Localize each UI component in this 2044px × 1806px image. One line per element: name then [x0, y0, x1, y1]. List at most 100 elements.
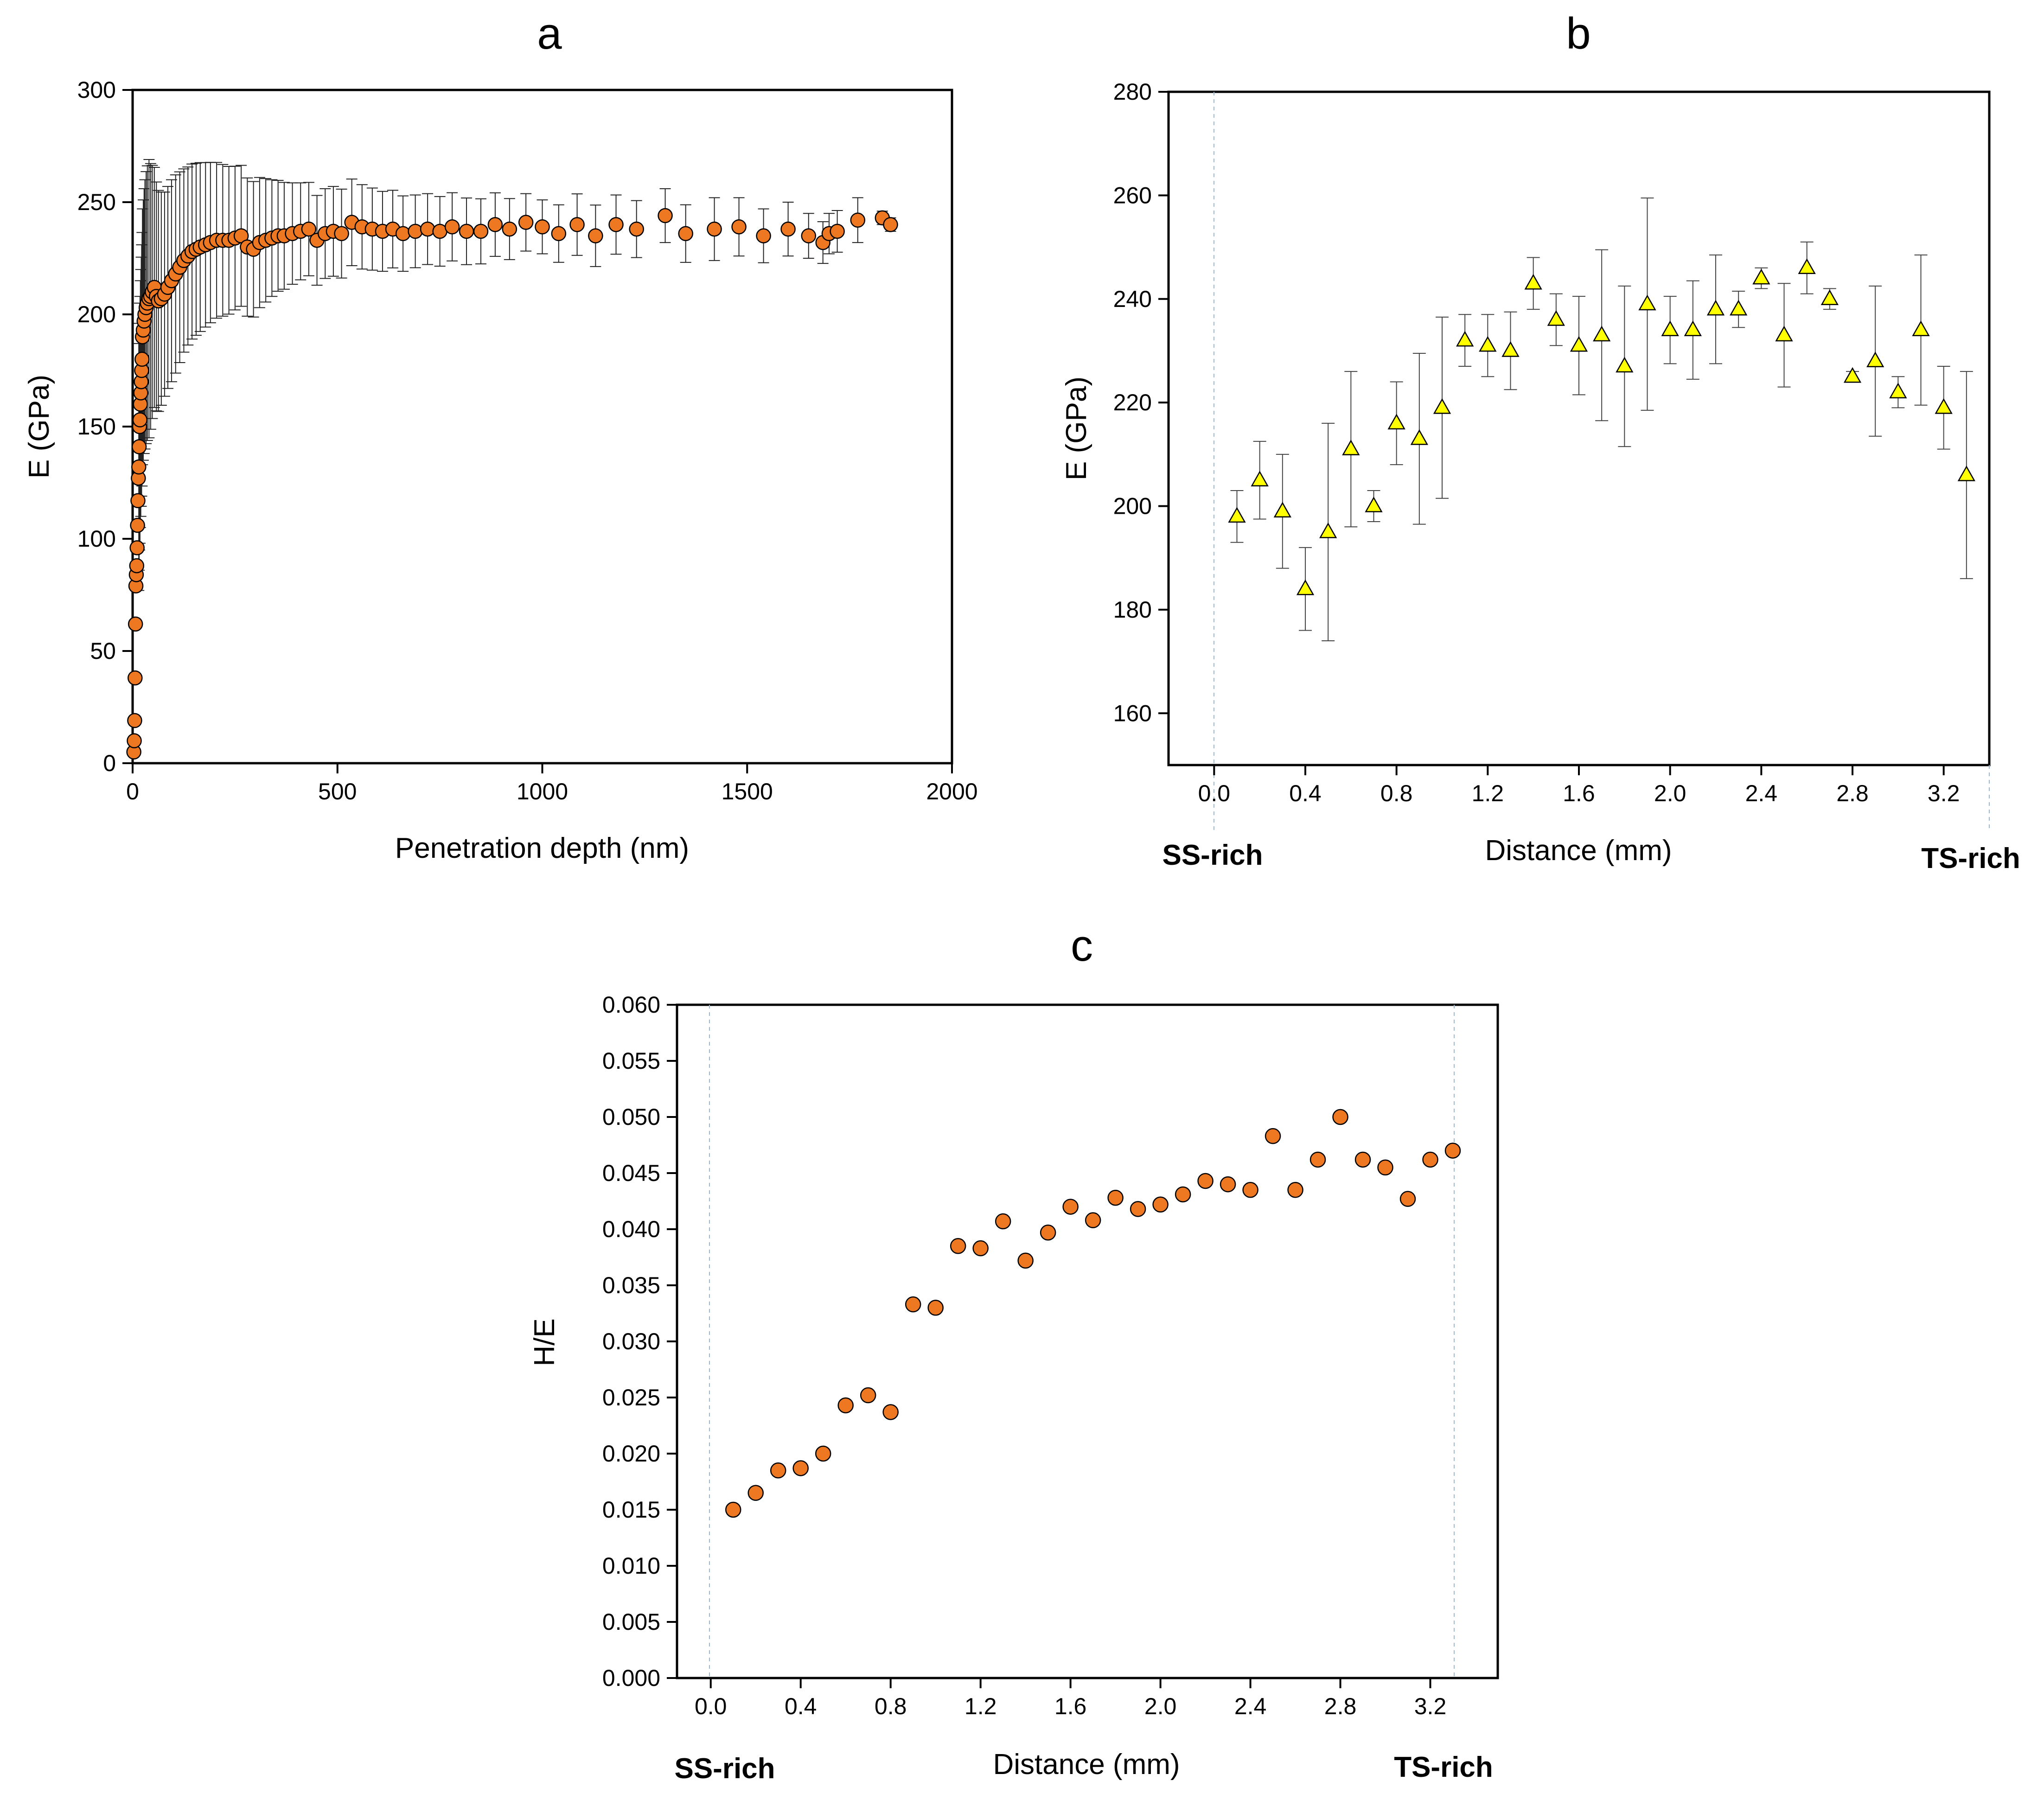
panel-b-ss-rich-label: SS-rich	[1162, 839, 1263, 871]
data-point	[1251, 471, 1269, 486]
data-point	[629, 221, 644, 237]
data-point	[1456, 331, 1474, 347]
data-point	[1730, 300, 1748, 316]
data-point	[756, 228, 771, 243]
data-point	[1175, 1186, 1191, 1203]
data-point	[770, 1462, 786, 1479]
panel-c-markers	[725, 1109, 1461, 1518]
data-point	[518, 215, 534, 230]
panel-a-x-tick-label: 1500	[722, 779, 773, 804]
data-point	[1152, 1196, 1169, 1213]
panel-b-x-tick-label: 2.4	[1745, 780, 1778, 806]
data-point	[995, 1213, 1011, 1230]
data-point	[131, 439, 147, 454]
data-point	[815, 1445, 831, 1462]
panel-b-x-tick-label: 2.0	[1654, 780, 1686, 806]
data-point	[1684, 320, 1702, 337]
data-point	[972, 1240, 989, 1257]
data-point	[1085, 1212, 1101, 1228]
panel-c-x-tick-label: 1.6	[1054, 1693, 1087, 1719]
data-point	[1547, 310, 1565, 326]
data-point	[130, 517, 145, 533]
data-point	[127, 713, 142, 728]
data-point	[1616, 357, 1634, 373]
data-point	[1354, 1151, 1371, 1168]
panel-b-x-label: Distance (mm)	[1485, 835, 1672, 867]
panel-c-y-tick-label: 0.000	[602, 1665, 660, 1691]
data-point	[128, 670, 143, 686]
panel-c-ts-rich-label: TS-rich	[1394, 1751, 1493, 1783]
panel-a-x-tick-label: 1000	[517, 779, 568, 804]
data-point	[127, 733, 142, 748]
panel-c-y-tick-label: 0.060	[602, 992, 660, 1018]
data-point	[950, 1238, 966, 1254]
panel-b-y-tick-label: 240	[1113, 286, 1152, 312]
data-point	[1017, 1252, 1034, 1269]
panel-b-y-label: E (GPa)	[1060, 377, 1092, 480]
data-point	[1638, 294, 1656, 311]
data-point	[927, 1300, 944, 1316]
data-point	[1107, 1189, 1124, 1206]
panel-b-y-tick-label: 160	[1113, 700, 1152, 726]
data-point	[1332, 1109, 1348, 1125]
panel-c-ss-rich-label: SS-rich	[674, 1753, 775, 1785]
panel-c-x-axis: 0.0 0.4 0.8 1.2 1.6 2.0 2.4 2.8 3.2	[695, 1678, 1446, 1719]
panel-a-x-axis: 0 500 1000 1500 2000	[126, 763, 978, 804]
data-point	[1365, 497, 1383, 512]
panel-a: a 0 500 1000 1500 2000 0 50 100 150 200 250 300 Pe…	[23, 9, 978, 864]
panel-b-y-tick-label: 180	[1113, 597, 1152, 623]
panel-b-x-tick-label: 0.8	[1380, 780, 1413, 806]
panel-a-y-tick-label: 250	[77, 189, 116, 215]
data-point	[850, 212, 866, 228]
data-point	[883, 217, 898, 232]
data-point	[1935, 398, 1953, 414]
panel-b-y-tick-label: 280	[1113, 79, 1152, 105]
data-point	[1062, 1199, 1079, 1215]
data-point	[1387, 414, 1405, 430]
data-point	[1798, 258, 1816, 274]
data-point	[1889, 383, 1907, 399]
data-point	[1752, 268, 1770, 285]
panel-c-x-tick-label: 3.2	[1414, 1693, 1447, 1719]
data-point	[535, 219, 550, 235]
data-point	[860, 1387, 876, 1404]
panel-a-markers	[126, 208, 898, 760]
data-point	[1040, 1225, 1056, 1241]
data-point	[395, 226, 411, 242]
data-point	[1957, 465, 1975, 481]
data-point	[1433, 398, 1451, 414]
data-point	[502, 221, 517, 237]
panel-b-label: b	[1566, 9, 1590, 58]
panel-a-y-label: E (GPa)	[23, 375, 55, 479]
data-point	[1479, 336, 1497, 352]
data-point	[1287, 1182, 1303, 1198]
data-point	[1220, 1176, 1236, 1193]
data-point	[1130, 1201, 1146, 1217]
data-point	[1820, 289, 1839, 306]
data-point	[1444, 1142, 1461, 1159]
panel-b-x-tick-label: 3.2	[1928, 780, 1960, 806]
data-point	[801, 228, 817, 243]
panel-b: b 0.0 0.4 0.8 1.2 1.6 2.0 2.4 2.8 3.2 160 180 200 2…	[1060, 9, 2020, 874]
panel-b-x-tick-label: 0.4	[1289, 780, 1322, 806]
panel-a-x-tick-label: 2000	[926, 779, 977, 804]
panel-b-x-tick-label: 1.6	[1563, 780, 1595, 806]
panel-c-y-tick-label: 0.045	[602, 1160, 660, 1186]
data-point	[473, 223, 489, 239]
data-point	[569, 217, 585, 232]
data-point	[658, 208, 673, 223]
data-point	[1912, 320, 1930, 337]
panel-c-x-label: Distance (mm)	[993, 1749, 1180, 1780]
data-point	[334, 226, 349, 242]
panel-c-y-tick-label: 0.035	[602, 1272, 660, 1298]
panel-c-x-tick-label: 0.8	[875, 1693, 907, 1719]
data-point	[1570, 336, 1588, 352]
data-point	[678, 226, 693, 242]
data-point	[131, 459, 147, 475]
data-point	[129, 558, 145, 574]
data-point	[487, 217, 503, 232]
panel-b-x-tick-label: 0.0	[1198, 780, 1231, 806]
data-point	[1273, 502, 1291, 517]
data-point	[1377, 1159, 1393, 1176]
